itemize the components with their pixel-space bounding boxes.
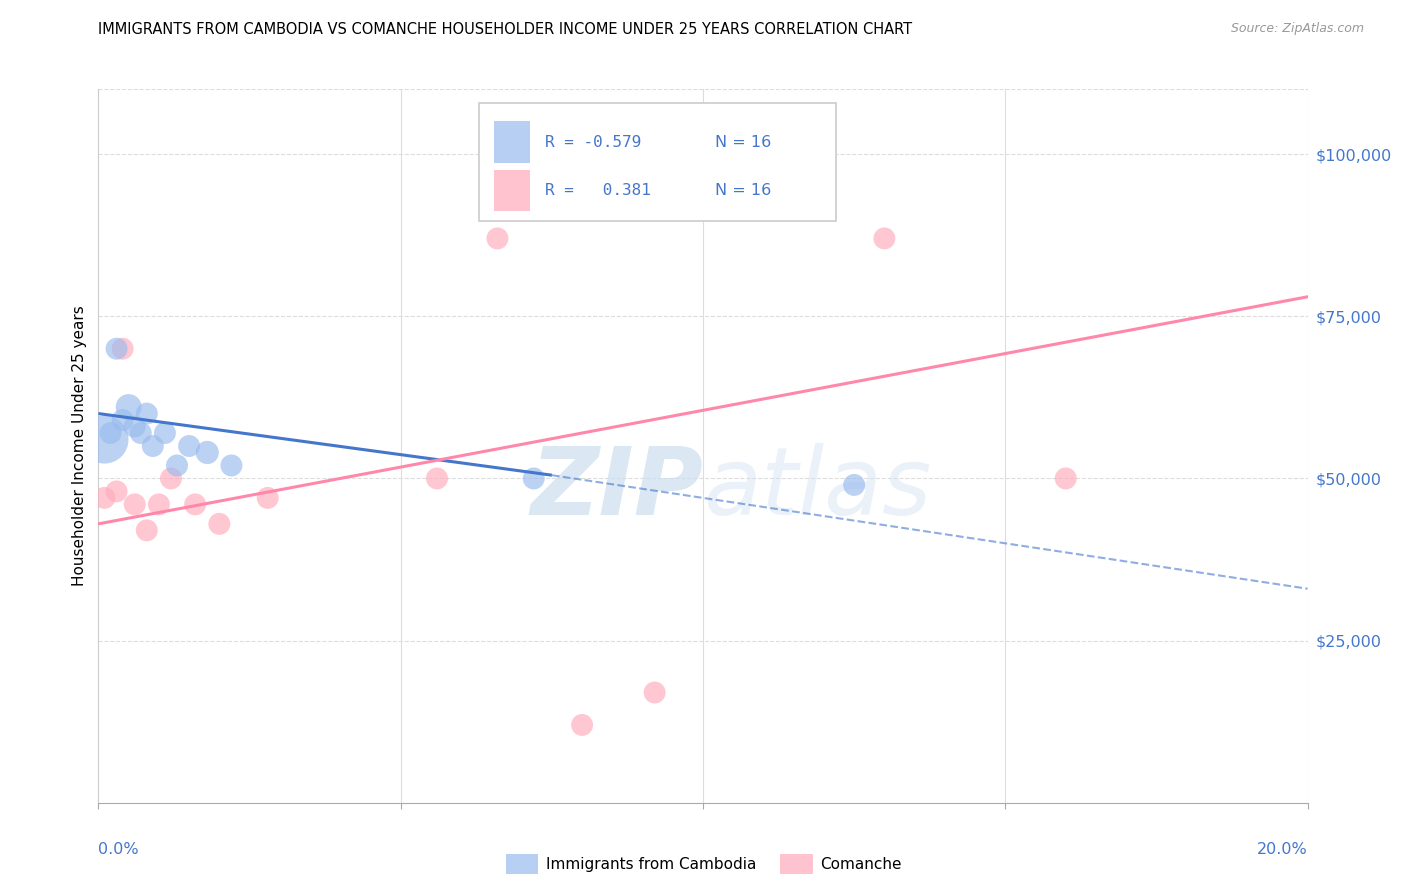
Point — [523, 471, 546, 485]
Point — [105, 342, 128, 356]
Point — [105, 484, 128, 499]
Point — [93, 433, 115, 447]
Bar — [494, 121, 530, 162]
Text: Immigrants from Cambodia: Immigrants from Cambodia — [546, 857, 756, 871]
Bar — [494, 169, 530, 211]
Point — [160, 471, 183, 485]
Text: IMMIGRANTS FROM CAMBODIA VS COMANCHE HOUSEHOLDER INCOME UNDER 25 YEARS CORRELATI: IMMIGRANTS FROM CAMBODIA VS COMANCHE HOU… — [98, 22, 912, 37]
Point — [111, 413, 134, 427]
Point — [148, 497, 170, 511]
Point — [1054, 471, 1077, 485]
Point — [100, 425, 122, 440]
Text: atlas: atlas — [703, 443, 931, 534]
Point — [142, 439, 165, 453]
Point — [873, 231, 896, 245]
Point — [195, 445, 218, 459]
Point — [571, 718, 593, 732]
Point — [644, 685, 666, 699]
Point — [153, 425, 176, 440]
Text: Source: ZipAtlas.com: Source: ZipAtlas.com — [1230, 22, 1364, 36]
FancyBboxPatch shape — [479, 103, 837, 221]
Text: N = 16: N = 16 — [716, 183, 772, 198]
Point — [844, 478, 866, 492]
Text: N = 16: N = 16 — [716, 135, 772, 150]
Point — [166, 458, 188, 473]
Text: ZIP: ZIP — [530, 442, 703, 535]
Y-axis label: Householder Income Under 25 years: Householder Income Under 25 years — [72, 306, 87, 586]
Text: R =   0.381: R = 0.381 — [544, 183, 651, 198]
Point — [135, 407, 157, 421]
Point — [426, 471, 449, 485]
Point — [221, 458, 243, 473]
Point — [124, 419, 146, 434]
Point — [129, 425, 152, 440]
Text: R = -0.579: R = -0.579 — [544, 135, 641, 150]
Point — [118, 400, 141, 414]
Point — [111, 342, 134, 356]
Point — [124, 497, 146, 511]
Point — [256, 491, 278, 505]
Point — [93, 491, 115, 505]
Text: Comanche: Comanche — [820, 857, 901, 871]
Point — [179, 439, 201, 453]
Text: 0.0%: 0.0% — [98, 842, 139, 857]
Point — [486, 231, 509, 245]
Text: 20.0%: 20.0% — [1257, 842, 1308, 857]
Point — [208, 516, 231, 531]
Point — [135, 524, 157, 538]
Point — [184, 497, 207, 511]
